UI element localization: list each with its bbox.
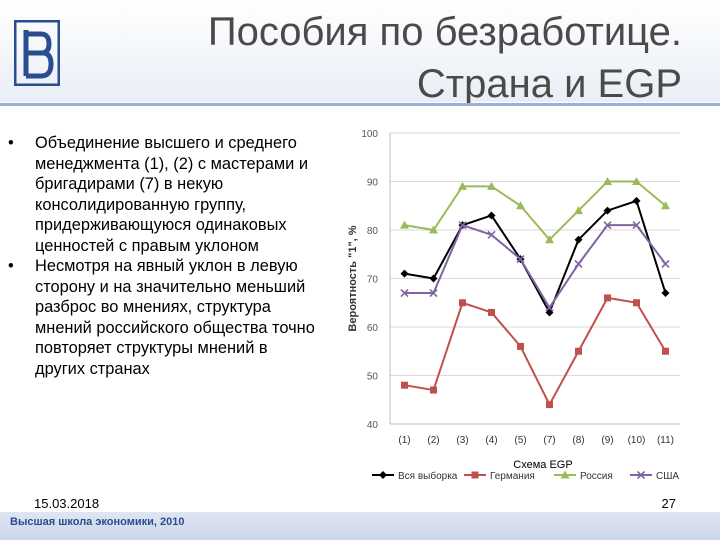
y-axis-label: Вероятность "1", % [347, 225, 359, 331]
footer-date: 15.03.2018 [34, 496, 100, 511]
data-point [575, 347, 582, 355]
title-line-2: Страна и EGP [416, 62, 682, 106]
slide-header [0, 0, 720, 102]
data-point [429, 225, 438, 234]
y-tick-label: 60 [367, 323, 379, 334]
header-divider [0, 103, 720, 106]
data-point [400, 269, 409, 278]
y-tick-label: 90 [367, 178, 379, 189]
data-point [458, 181, 467, 190]
data-point [603, 177, 612, 185]
data-point [517, 342, 524, 350]
series-line [404, 223, 667, 310]
data-point [545, 303, 554, 312]
bullet-item: • Несмотря на явный уклон в левую сторон… [8, 256, 320, 379]
series-line [404, 180, 667, 242]
data-point [400, 220, 409, 229]
x-tick-label: (2) [427, 435, 439, 446]
data-point [662, 347, 669, 355]
data-point [574, 235, 583, 244]
bullet-glyph: • [8, 257, 14, 275]
data-point [603, 221, 612, 230]
data-point [458, 221, 467, 230]
legend-marker [471, 471, 479, 479]
data-point [516, 255, 525, 264]
data-point [516, 201, 525, 210]
data-point [487, 211, 496, 220]
legend-marker [560, 470, 570, 479]
data-point [400, 288, 409, 298]
data-point [429, 288, 438, 298]
data-point [401, 381, 408, 389]
legend-marker [636, 470, 646, 480]
y-tick-label: 80 [367, 226, 379, 237]
line-chart: 40 50 60 70 80 90 100 (1) (2) (3) (4) (5) (7) (8) (9) (… [347, 129, 680, 482]
y-tick-label: 100 [361, 129, 378, 140]
data-point [430, 386, 437, 394]
data-point [661, 201, 670, 210]
data-point [546, 401, 553, 409]
x-tick-label: (8) [572, 435, 584, 446]
legend-label: Россия [580, 471, 613, 482]
data-point [487, 181, 496, 190]
data-point [429, 274, 438, 283]
bullet-text: Объединение высшего и среднего менеджмен… [35, 134, 309, 255]
slide-title: Пособия по безработице. Страна и EGP [208, 6, 682, 110]
data-point [661, 259, 670, 269]
bullet-glyph: • [8, 134, 14, 152]
data-point [604, 294, 611, 302]
footer-org: Высшая школа экономики, 2010 [10, 516, 185, 528]
x-tick-label: (3) [456, 435, 468, 446]
x-axis-label: Схема EGP [513, 459, 572, 471]
data-point [632, 177, 641, 185]
data-point [459, 299, 466, 307]
legend-label: США [656, 471, 679, 482]
data-point [603, 206, 612, 215]
bullet-item: • Объединение высшего и среднего менеджм… [8, 133, 320, 256]
x-tick-label: (7) [543, 435, 555, 446]
x-tick-label: (5) [514, 435, 526, 446]
legend-label: Германия [490, 471, 535, 482]
data-point [488, 308, 495, 316]
data-point [574, 259, 583, 269]
data-point [574, 206, 583, 215]
x-tick-label: (9) [601, 435, 613, 446]
x-tick-label: (1) [398, 435, 410, 446]
footer-bar [0, 512, 720, 540]
page-number: 27 [661, 496, 676, 511]
bullet-list: • Объединение высшего и среднего менеджм… [8, 133, 320, 379]
data-point [661, 289, 670, 298]
data-point [633, 299, 640, 307]
series-line [404, 296, 667, 407]
data-point [487, 230, 496, 239]
y-tick-label: 70 [367, 275, 379, 286]
title-line-1: Пособия по безработице. [207, 10, 682, 54]
data-point [632, 221, 641, 230]
x-tick-label: (11) [657, 435, 674, 446]
hse-logo-icon [14, 20, 60, 86]
bullet-text: Несмотря на явный уклон в левую сторону … [35, 257, 315, 378]
legend-label: Вся выборка [398, 470, 458, 482]
x-tick-label: (10) [628, 435, 646, 446]
data-point [632, 196, 641, 205]
legend-marker [379, 471, 387, 479]
x-tick-label: (4) [485, 435, 497, 446]
y-tick-label: 40 [367, 420, 379, 431]
data-point [545, 235, 554, 244]
series-line [404, 199, 667, 315]
y-tick-label: 50 [367, 372, 379, 383]
